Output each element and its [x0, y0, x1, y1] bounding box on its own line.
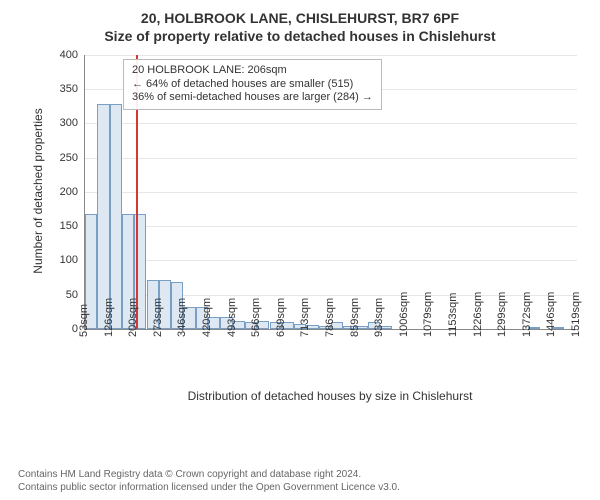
gridline-h: [85, 158, 577, 159]
gridline-h: [85, 123, 577, 124]
xtick-label: 200sqm: [127, 298, 139, 337]
ytick-label: 400: [38, 49, 78, 61]
xtick-label: 126sqm: [103, 298, 115, 337]
chart-area: 20 HOLBROOK LANE: 206sqm← 64% of detache…: [18, 49, 582, 405]
xtick-label: 786sqm: [324, 298, 336, 337]
histogram-bar: [97, 104, 109, 329]
xtick-label: 346sqm: [176, 298, 188, 337]
title-line2: Size of property relative to detached ho…: [18, 27, 582, 45]
gridline-h: [85, 55, 577, 56]
xtick-label: 273sqm: [152, 298, 164, 337]
xtick-label: 493sqm: [226, 298, 238, 337]
xtick-label: 713sqm: [299, 298, 311, 337]
xtick-label: 420sqm: [201, 298, 213, 337]
xtick-label: 1226sqm: [472, 292, 484, 337]
xtick-label: 639sqm: [275, 298, 287, 337]
property-annotation: 20 HOLBROOK LANE: 206sqm← 64% of detache…: [123, 59, 382, 110]
annotation-line3: 36% of semi-detached houses are larger (…: [132, 91, 373, 105]
ytick-label: 0: [38, 323, 78, 335]
xtick-label: 1153sqm: [447, 293, 459, 337]
gridline-h: [85, 226, 577, 227]
xtick-label: 859sqm: [349, 298, 361, 337]
xtick-label: 1519sqm: [570, 292, 582, 337]
xtick-label: 53sqm: [78, 304, 90, 337]
footer-line2: Contains public sector information licen…: [18, 482, 582, 495]
gridline-h: [85, 260, 577, 261]
xtick-label: 933sqm: [373, 298, 385, 337]
xtick-label: 1299sqm: [496, 292, 508, 337]
xtick-label: 1372sqm: [521, 292, 533, 337]
histogram-bar: [110, 104, 122, 329]
x-axis-label: Distribution of detached houses by size …: [84, 389, 576, 403]
annotation-line2: ← 64% of detached houses are smaller (51…: [132, 78, 373, 92]
gridline-h: [85, 192, 577, 193]
footer-line1: Contains HM Land Registry data © Crown c…: [18, 469, 582, 482]
xtick-label: 1006sqm: [398, 292, 410, 337]
attribution-footer: Contains HM Land Registry data © Crown c…: [0, 469, 600, 494]
xtick-label: 1446sqm: [545, 292, 557, 337]
y-axis-label: Number of detached properties: [31, 91, 45, 291]
annotation-line1: 20 HOLBROOK LANE: 206sqm: [132, 64, 373, 78]
xtick-label: 1079sqm: [422, 292, 434, 337]
title-line1: 20, HOLBROOK LANE, CHISLEHURST, BR7 6PF: [18, 10, 582, 27]
xtick-label: 566sqm: [250, 298, 262, 337]
plot-area: 20 HOLBROOK LANE: 206sqm← 64% of detache…: [84, 55, 577, 330]
figure-container: 20, HOLBROOK LANE, CHISLEHURST, BR7 6PF …: [0, 0, 600, 500]
